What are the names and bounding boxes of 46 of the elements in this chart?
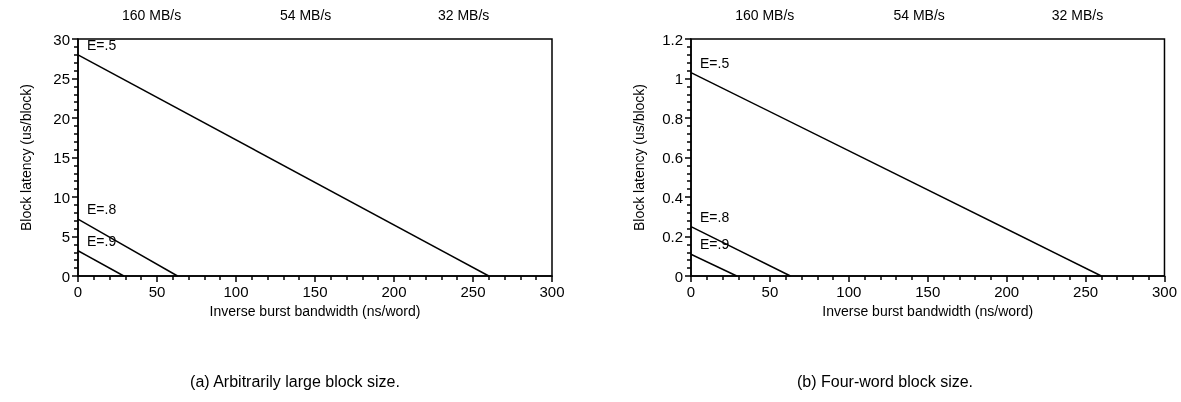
y-tick-label: 0 bbox=[674, 267, 683, 285]
x-tick-label: 300 bbox=[1151, 283, 1177, 300]
x-tick-label: 200 bbox=[381, 283, 407, 300]
y-tick-label: 5 bbox=[61, 228, 70, 245]
y-tick-label: 1.2 bbox=[662, 30, 683, 48]
x-tick-label: 50 bbox=[148, 283, 166, 300]
text: 160 MB/s bbox=[735, 7, 795, 23]
y-tick-label: 0.4 bbox=[662, 188, 683, 206]
series-label: E=.8 bbox=[700, 208, 730, 225]
x-tick-label: 100 bbox=[223, 283, 249, 300]
text: 54 MB/s bbox=[893, 7, 945, 23]
text: 54 MB/s bbox=[280, 7, 332, 23]
y-axis-title: Block latency (us/block) bbox=[18, 83, 34, 232]
y-tick-label: 0.2 bbox=[662, 228, 683, 245]
y-tick-label: 1 bbox=[674, 70, 683, 87]
series-label: E=.9 bbox=[700, 236, 730, 253]
text: 32 MB/s bbox=[1051, 7, 1104, 23]
x-tick-label: 0 bbox=[73, 283, 83, 300]
series-label: E=.8 bbox=[87, 201, 117, 218]
text: 160 MB/s bbox=[122, 7, 182, 23]
y-tick-label: 30 bbox=[53, 30, 70, 48]
x-tick-label: 200 bbox=[994, 283, 1020, 300]
series-label: E=.9 bbox=[87, 232, 117, 249]
text: 32 MB/s bbox=[438, 7, 490, 23]
y-tick-label: 20 bbox=[53, 109, 70, 127]
text: (b) Four-word block size. bbox=[796, 372, 974, 390]
x-tick-label: 300 bbox=[539, 283, 565, 300]
series-label: E=.5 bbox=[700, 54, 730, 71]
y-tick-label: 0.6 bbox=[662, 149, 683, 166]
y-tick-label: 25 bbox=[53, 70, 70, 87]
x-tick-label: 250 bbox=[460, 283, 486, 300]
x-tick-label: 0 bbox=[686, 283, 696, 300]
y-tick-label: 0.8 bbox=[662, 109, 683, 127]
y-tick-label: 15 bbox=[53, 149, 70, 166]
y-tick-label: 0 bbox=[61, 267, 70, 285]
x-tick-label: 150 bbox=[915, 283, 941, 300]
series-label: E=.5 bbox=[87, 36, 117, 53]
y-tick-label: 10 bbox=[53, 188, 70, 206]
x-axis-title: Inverse burst bandwidth (ns/word) bbox=[822, 303, 1034, 319]
x-tick-label: 250 bbox=[1073, 283, 1099, 300]
x-tick-label: 50 bbox=[761, 283, 779, 300]
x-tick-label: 100 bbox=[836, 283, 862, 300]
x-axis-title: Inverse burst bandwidth (ns/word) bbox=[209, 303, 421, 319]
x-tick-label: 150 bbox=[302, 283, 328, 300]
y-axis-title: Block latency (us/block) bbox=[631, 83, 647, 232]
text: (a) Arbitrarily large block size. bbox=[190, 372, 400, 390]
